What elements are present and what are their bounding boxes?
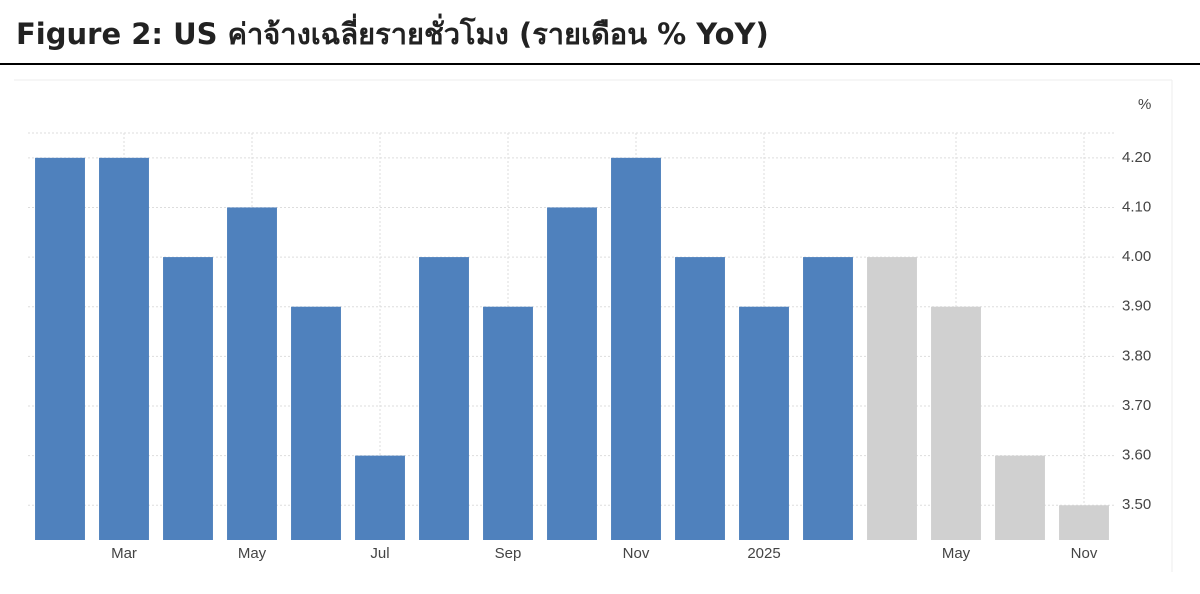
x-tick-label: 2025 (747, 545, 780, 562)
x-tick-label: Jul (370, 545, 389, 562)
y-tick-label: 3.60 (1122, 447, 1151, 464)
bar (227, 207, 277, 540)
bar (291, 306, 341, 540)
bar (867, 257, 917, 540)
y-tick-label: 3.50 (1122, 496, 1151, 513)
x-tick-label: Sep (495, 545, 522, 562)
y-tick-label: 4.00 (1122, 248, 1151, 265)
y-tick-label: 3.80 (1122, 347, 1151, 364)
x-tick-label: Mar (111, 545, 137, 562)
bar (1059, 505, 1109, 540)
bar (803, 257, 853, 540)
y-tick-label: 4.20 (1122, 149, 1151, 166)
unit-label: % (1138, 96, 1151, 113)
bar (99, 157, 149, 540)
bar (931, 306, 981, 540)
y-tick-label: 4.10 (1122, 198, 1151, 215)
y-tick-label: 3.70 (1122, 397, 1151, 414)
bar (163, 257, 213, 540)
bar (611, 157, 661, 540)
bar (35, 157, 85, 540)
bar (675, 257, 725, 540)
x-tick-label: Nov (1071, 545, 1098, 562)
bar (739, 306, 789, 540)
chart-title: Figure 2: US ค่าจ้างเฉลี่ยรายชั่วโมง (รา… (16, 13, 769, 51)
bar (547, 207, 597, 540)
y-tick-label: 3.90 (1122, 298, 1151, 315)
x-tick-label: Nov (623, 545, 650, 562)
bar (355, 455, 405, 540)
bar (419, 257, 469, 540)
x-tick-label: May (942, 545, 971, 562)
bar (995, 455, 1045, 540)
x-tick-label: May (238, 545, 267, 562)
bar (483, 306, 533, 540)
